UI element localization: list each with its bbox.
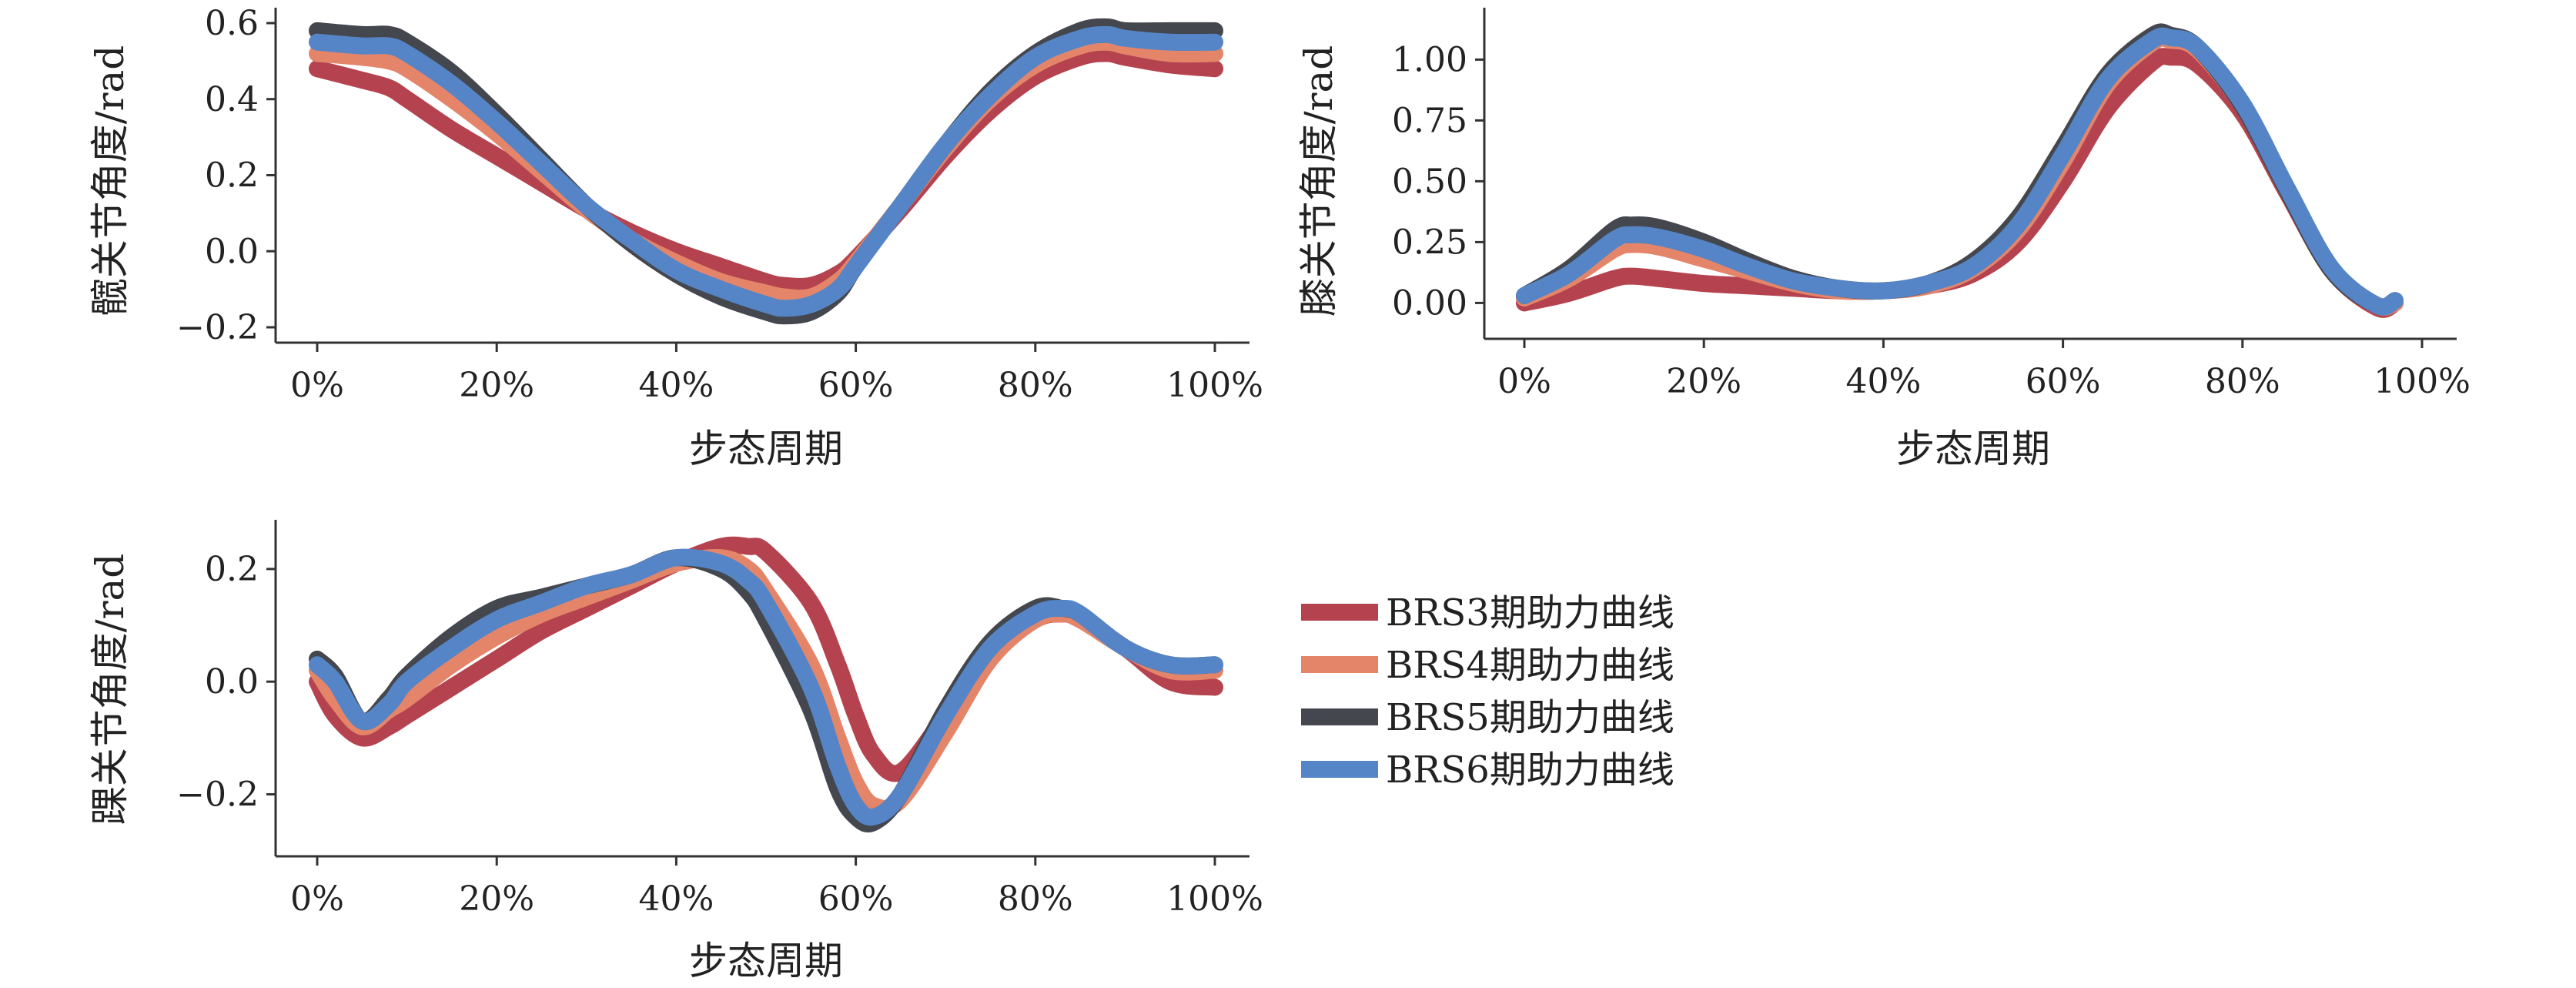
knee-angle-chart: 0.00 0.25 0.50 0.75 1.00 0% 20% 40% 60% 80% 100% 步态… (1296, 8, 2471, 471)
y-tick-label: 0.2 (205, 156, 259, 196)
y-tick-label: 0.50 (1392, 162, 1467, 201)
y-axis-title: 踝关节角度/rad (88, 554, 132, 826)
x-tick-label: 40% (639, 366, 714, 405)
y-tick-label: −0.2 (176, 308, 259, 347)
y-tick-label: 0.0 (205, 232, 259, 271)
y-tick-label: 0.25 (1392, 223, 1467, 262)
x-tick-label: 0% (1497, 362, 1551, 401)
x-tick-label: 100% (1166, 366, 1263, 405)
x-tick-label: 60% (818, 366, 894, 405)
series-line (309, 25, 1223, 317)
legend-label: BRS6期助力曲线 (1386, 749, 1674, 792)
x-axis-title: 步态周期 (689, 427, 843, 471)
hip-angle-chart: −0.2 0.0 0.2 0.4 0.6 0% 20% 40% 60% 80% 100% 步态周期 髋关… (88, 4, 1263, 471)
legend-label: BRS3期助力曲线 (1386, 591, 1674, 635)
x-tick-label: 80% (998, 366, 1073, 405)
legend-label: BRS4期助力曲线 (1386, 644, 1674, 687)
x-tick-label: 80% (2205, 362, 2280, 401)
x-tick-label: 60% (2026, 362, 2101, 401)
y-tick-label: 0.75 (1392, 101, 1467, 140)
y-tick-label: 0.6 (205, 4, 259, 43)
y-tick-label: 0.2 (205, 550, 259, 589)
y-tick-label: −0.2 (176, 775, 259, 814)
x-tick-label: 100% (1166, 879, 1263, 919)
x-tick-label: 40% (639, 879, 714, 919)
series-line (309, 45, 1223, 295)
series-line (309, 18, 1223, 325)
x-tick-label: 0% (290, 879, 344, 919)
legend: BRS3期助力曲线 BRS4期助力曲线 BRS5期助力曲线 BRS6期助力曲线 (1301, 591, 1674, 792)
series-line (309, 548, 1223, 826)
x-tick-label: 40% (1846, 362, 1922, 401)
x-tick-label: 0% (290, 366, 344, 405)
legend-label: BRS5期助力曲线 (1386, 696, 1674, 739)
ankle-angle-chart: −0.2 0.0 0.2 0% 20% 40% 60% 80% 100% 步态周期 踝关节角度/ra… (88, 520, 1263, 983)
x-tick-label: 60% (818, 879, 894, 919)
x-tick-label: 20% (1666, 362, 1741, 401)
y-tick-label: 0.00 (1392, 283, 1467, 323)
x-tick-label: 20% (459, 879, 534, 919)
series-line (1516, 27, 2404, 316)
y-tick-label: 0.4 (205, 80, 259, 119)
y-tick-label: 1.00 (1392, 40, 1467, 79)
x-tick-label: 20% (459, 366, 534, 405)
x-tick-label: 100% (2374, 362, 2471, 401)
y-axis-title: 髋关节角度/rad (88, 45, 132, 317)
x-axis-title: 步态周期 (1896, 427, 2050, 471)
x-tick-label: 80% (998, 879, 1073, 919)
y-tick-label: 0.0 (205, 662, 259, 702)
x-axis-title: 步态周期 (689, 939, 843, 983)
y-axis-title: 膝关节角度/rad (1296, 45, 1341, 317)
